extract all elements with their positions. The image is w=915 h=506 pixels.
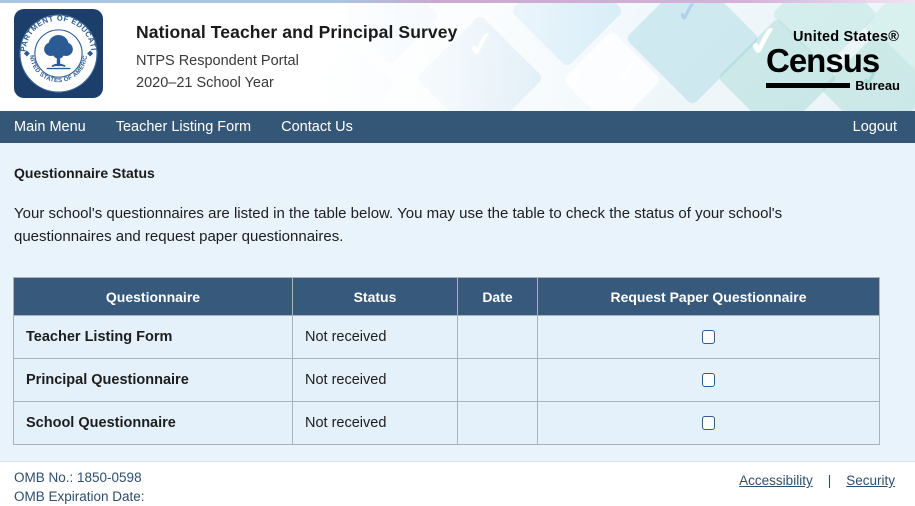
site-subtitle-portal: NTPS Respondent Portal (136, 53, 299, 69)
questionnaire-status: Not received (292, 358, 458, 402)
census-logo-bureau: Bureau (855, 78, 900, 93)
col-header-date: Date (457, 277, 538, 316)
omb-number: OMB No.: 1850-0598 (14, 470, 142, 485)
page-footer: OMB No.: 1850-0598 OMB Expiration Date: … (0, 461, 915, 506)
request-paper-checkbox-teacher-listing-form[interactable] (702, 330, 715, 345)
table-header-row: Questionnaire Status Date Request Paper … (13, 277, 880, 316)
nav-contact-us[interactable]: Contact Us (281, 119, 353, 135)
department-of-education-seal: DEPARTMENT OF EDUCATION UNITED STATES OF… (14, 9, 103, 98)
seal-tree-icon (44, 34, 73, 70)
col-header-status: Status (292, 277, 458, 316)
col-header-questionnaire: Questionnaire (13, 277, 293, 316)
table-row-teacher-listing-form: Teacher Listing Form Not received (13, 315, 880, 359)
site-subtitle-year: 2020–21 School Year (136, 75, 274, 91)
questionnaire-status: Not received (292, 315, 458, 359)
site-title: National Teacher and Principal Survey (136, 22, 458, 42)
checkmark-icon (613, 53, 643, 91)
omb-expiration-date: OMB Expiration Date: (14, 489, 145, 504)
questionnaire-date (457, 401, 538, 445)
content-area: Questionnaire Status Your school's quest… (0, 143, 915, 461)
main-nav: Main Menu Teacher Listing Form Contact U… (0, 111, 915, 143)
footer-links-separator: | (827, 473, 832, 488)
col-header-request-paper: Request Paper Questionnaire (537, 277, 880, 316)
security-link[interactable]: Security (846, 473, 895, 488)
census-logo-rule (766, 83, 851, 88)
questionnaire-name: Teacher Listing Form (13, 315, 293, 359)
intro-text: Your school's questionnaires are listed … (14, 205, 783, 245)
accessibility-link[interactable]: Accessibility (739, 473, 813, 488)
site-header: DEPARTMENT OF EDUCATION UNITED STATES OF… (0, 3, 915, 111)
header-decorative-pattern (315, 3, 915, 111)
nav-logout[interactable]: Logout (852, 119, 897, 135)
questionnaire-name: Principal Questionnaire (13, 358, 293, 402)
footer-links: Accessibility | Security (739, 473, 895, 488)
table-row-school-questionnaire: School Questionnaire Not received (13, 401, 880, 445)
request-paper-checkbox-principal-questionnaire[interactable] (702, 373, 715, 388)
questionnaire-status-table: Questionnaire Status Date Request Paper … (13, 277, 880, 445)
questionnaire-date (457, 358, 538, 402)
questionnaire-status: Not received (292, 401, 458, 445)
checkmark-icon (464, 23, 498, 67)
census-logo-united-states: United States® (793, 29, 900, 45)
nav-teacher-listing-form[interactable]: Teacher Listing Form (115, 119, 252, 135)
nav-main-menu[interactable]: Main Menu (14, 119, 86, 135)
top-accent-bar (0, 0, 915, 3)
page-title: Questionnaire Status (14, 165, 155, 181)
census-logo-name: Census (766, 42, 880, 79)
census-bureau-logo: United States® Census Bureau (766, 29, 900, 93)
title-block: National Teacher and Principal Survey NT… (136, 22, 457, 94)
checkmark-icon (675, 3, 701, 29)
table-row-principal-questionnaire: Principal Questionnaire Not received (13, 358, 880, 402)
request-paper-checkbox-school-questionnaire[interactable] (702, 416, 715, 431)
questionnaire-name: School Questionnaire (13, 401, 293, 445)
questionnaire-date (457, 315, 538, 359)
